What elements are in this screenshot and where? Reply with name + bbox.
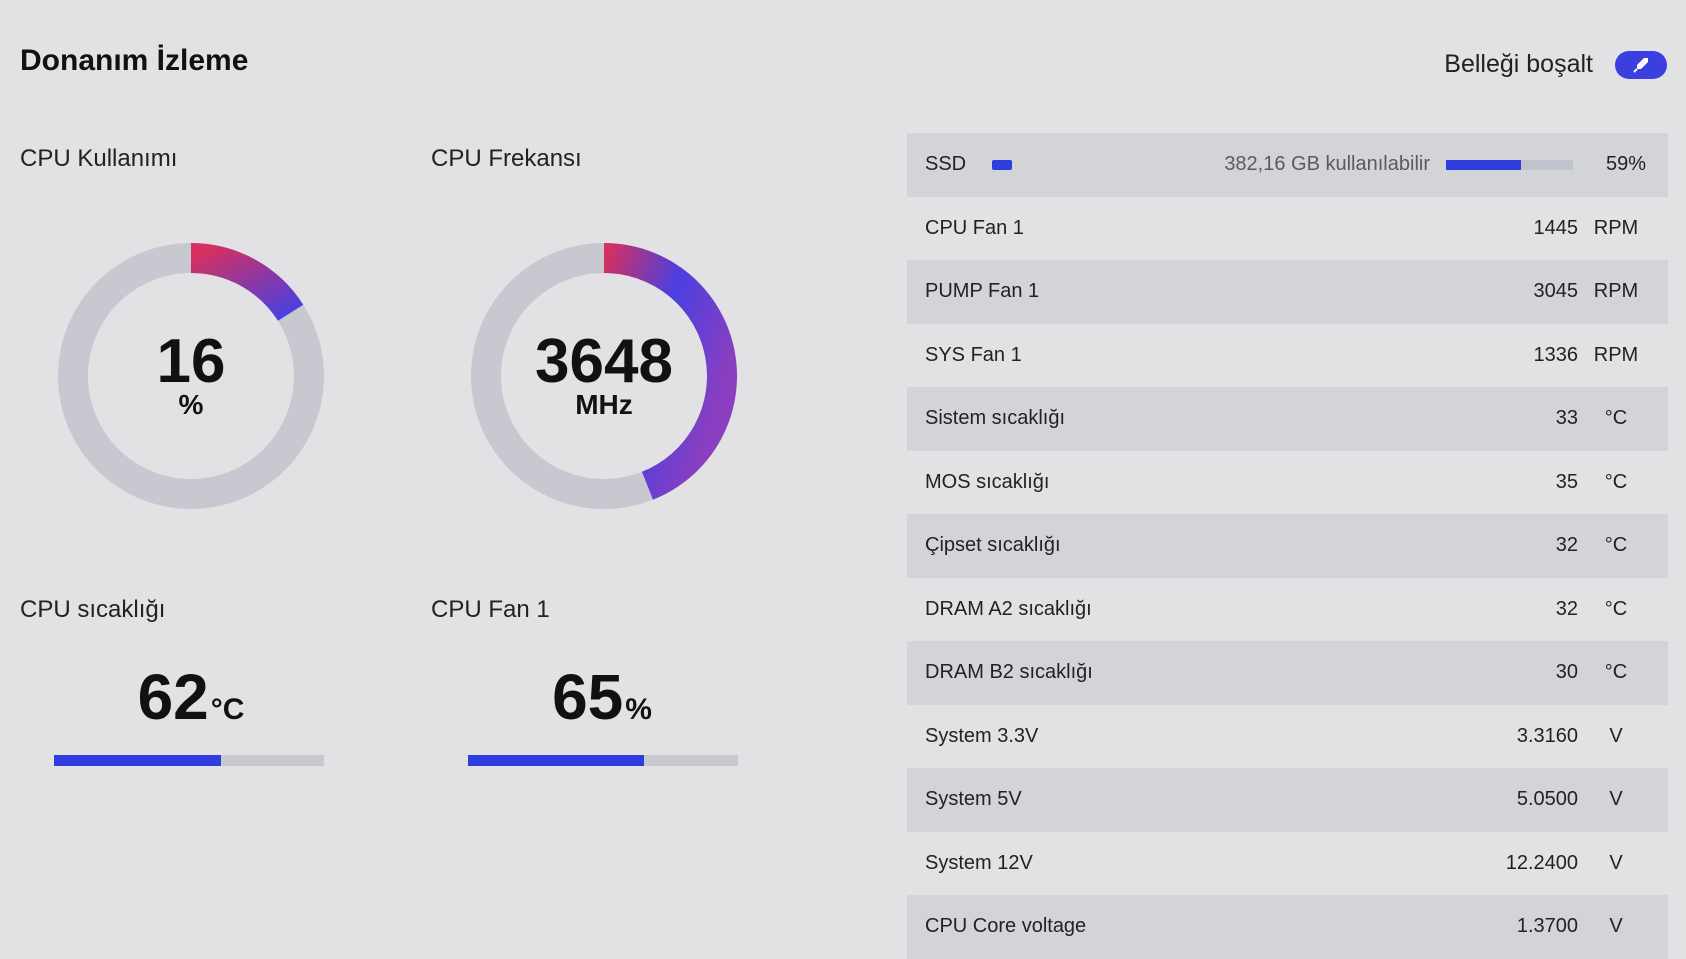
sensor-label: SYS Fan 1 [925, 343, 1022, 366]
cpu-fan-title: CPU Fan 1 [431, 596, 550, 623]
sensor-label: CPU Core voltage [925, 915, 1087, 938]
sensor-value: 1336 [1533, 343, 1579, 366]
cpu-frequency-unit: MHz [575, 389, 633, 420]
sensor-unit: V [1609, 915, 1623, 938]
sensor-value: 30 [1555, 661, 1578, 684]
sensor-unit: °C [1604, 407, 1628, 430]
sensor-label: MOS sıcaklığı [925, 470, 1050, 493]
sensor-unit: °C [1604, 534, 1628, 557]
sensor-label: DRAM A2 sıcaklığı [925, 597, 1092, 620]
cpu-usage-gauge-svg [58, 243, 324, 509]
sensor-unit: V [1609, 788, 1623, 811]
sensor-label: System 12V [925, 851, 1033, 874]
sensor-row: System 12V 12.2400 V [907, 832, 1668, 896]
sensor-label: System 5V [925, 788, 1022, 811]
cpu-temp-bar-fill [54, 755, 222, 766]
sensor-value: 32 [1555, 597, 1578, 620]
sensor-unit: °C [1604, 470, 1628, 493]
sensor-row: CPU Fan 1 1445 RPM [907, 197, 1668, 261]
sensor-row: PUMP Fan 1 3045 RPM [907, 260, 1668, 324]
cpu-frequency-gauge-svg [471, 243, 737, 509]
sensor-label: DRAM B2 sıcaklığı [925, 661, 1093, 684]
free-memory-label: Belleği boşalt [1444, 50, 1593, 78]
sensor-row: MOS sıcaklığı 35 °C [907, 451, 1668, 515]
sensor-value: 12.2400 [1505, 851, 1578, 874]
cpu-fan-stat: 65 % [467, 660, 737, 734]
free-memory-control: Belleği boşalt [1444, 50, 1667, 79]
sensor-unit: RPM [1593, 343, 1639, 366]
cpu-usage-title: CPU Kullanımı [20, 145, 178, 172]
sensor-list: SSD 382,16 GB kullanılabilir 59% CPU Fan… [907, 133, 1668, 959]
sensor-row: Çipset sıcaklığı 32 °C [907, 514, 1668, 578]
sensor-row: System 5V 5.0500 V [907, 768, 1668, 832]
sensor-unit: RPM [1593, 216, 1639, 239]
sensor-row: SYS Fan 1 1336 RPM [907, 324, 1668, 388]
sensor-value: 32 [1555, 534, 1578, 557]
sensor-value: 5.0500 [1516, 788, 1578, 811]
cpu-frequency-value: 3648 [535, 327, 673, 396]
cpu-fan-bar [468, 755, 738, 766]
sensor-unit: °C [1604, 661, 1628, 684]
cpu-usage-value: 16 [156, 327, 226, 396]
sensor-value: 35 [1555, 470, 1578, 493]
sensor-label: PUMP Fan 1 [925, 280, 1040, 303]
ssd-usage-bar [1446, 159, 1573, 170]
cpu-usage-gauge-arc [190, 243, 304, 322]
cpu-fan-unit: % [625, 693, 652, 726]
sensor-label: Sistem sıcaklığı [925, 407, 1066, 430]
cpu-fan-bar-fill [468, 755, 644, 766]
sensor-unit: °C [1604, 597, 1628, 620]
ssd-indicator [992, 159, 1013, 170]
sensor-row: DRAM A2 sıcaklığı 32 °C [907, 578, 1668, 642]
cpu-frequency-gauge-arc [603, 243, 737, 500]
free-memory-button[interactable] [1615, 50, 1667, 79]
cpu-frequency-title: CPU Frekansı [431, 145, 582, 172]
ssd-usage-bar-fill [1446, 159, 1521, 170]
sensor-value: 3.3160 [1516, 724, 1578, 747]
ssd-row: SSD 382,16 GB kullanılabilir 59% [907, 133, 1668, 197]
sensor-label: Çipset sıcaklığı [925, 534, 1061, 557]
cpu-frequency-gauge: 3648 MHz [469, 241, 739, 511]
ssd-label: SSD [925, 153, 967, 176]
sensor-row: Sistem sıcaklığı 33 °C [907, 387, 1668, 451]
cpu-temp-value: 62 [137, 661, 209, 733]
sensor-value: 1.3700 [1516, 915, 1578, 938]
sensor-row: CPU Core voltage 1.3700 V [907, 895, 1668, 959]
sensor-unit: RPM [1593, 280, 1639, 303]
cpu-fan-value: 65 [552, 661, 624, 733]
cpu-temp-unit: °C [210, 693, 245, 726]
ssd-percent: 59% [1605, 153, 1646, 176]
sensor-row: System 3.3V 3.3160 V [907, 705, 1668, 769]
page-title: Donanım İzleme [20, 44, 249, 77]
sensor-unit: V [1609, 851, 1623, 874]
cpu-temp-bar [54, 755, 324, 766]
rocket-icon [1633, 57, 1648, 73]
sensor-value: 33 [1555, 407, 1578, 430]
sensor-label: CPU Fan 1 [925, 216, 1024, 239]
sensor-label: System 3.3V [925, 724, 1039, 747]
sensor-unit: V [1609, 724, 1623, 747]
cpu-usage-gauge: 16 % [56, 241, 326, 511]
sensor-value: 1445 [1533, 216, 1579, 239]
sensor-row: DRAM B2 sıcaklığı 30 °C [907, 641, 1668, 705]
sensor-value: 3045 [1533, 280, 1579, 303]
cpu-temp-stat: 62 °C [56, 660, 326, 734]
ssd-available: 382,16 GB kullanılabilir [1224, 153, 1430, 176]
cpu-temp-title: CPU sıcaklığı [20, 596, 166, 623]
cpu-usage-unit: % [178, 389, 204, 420]
